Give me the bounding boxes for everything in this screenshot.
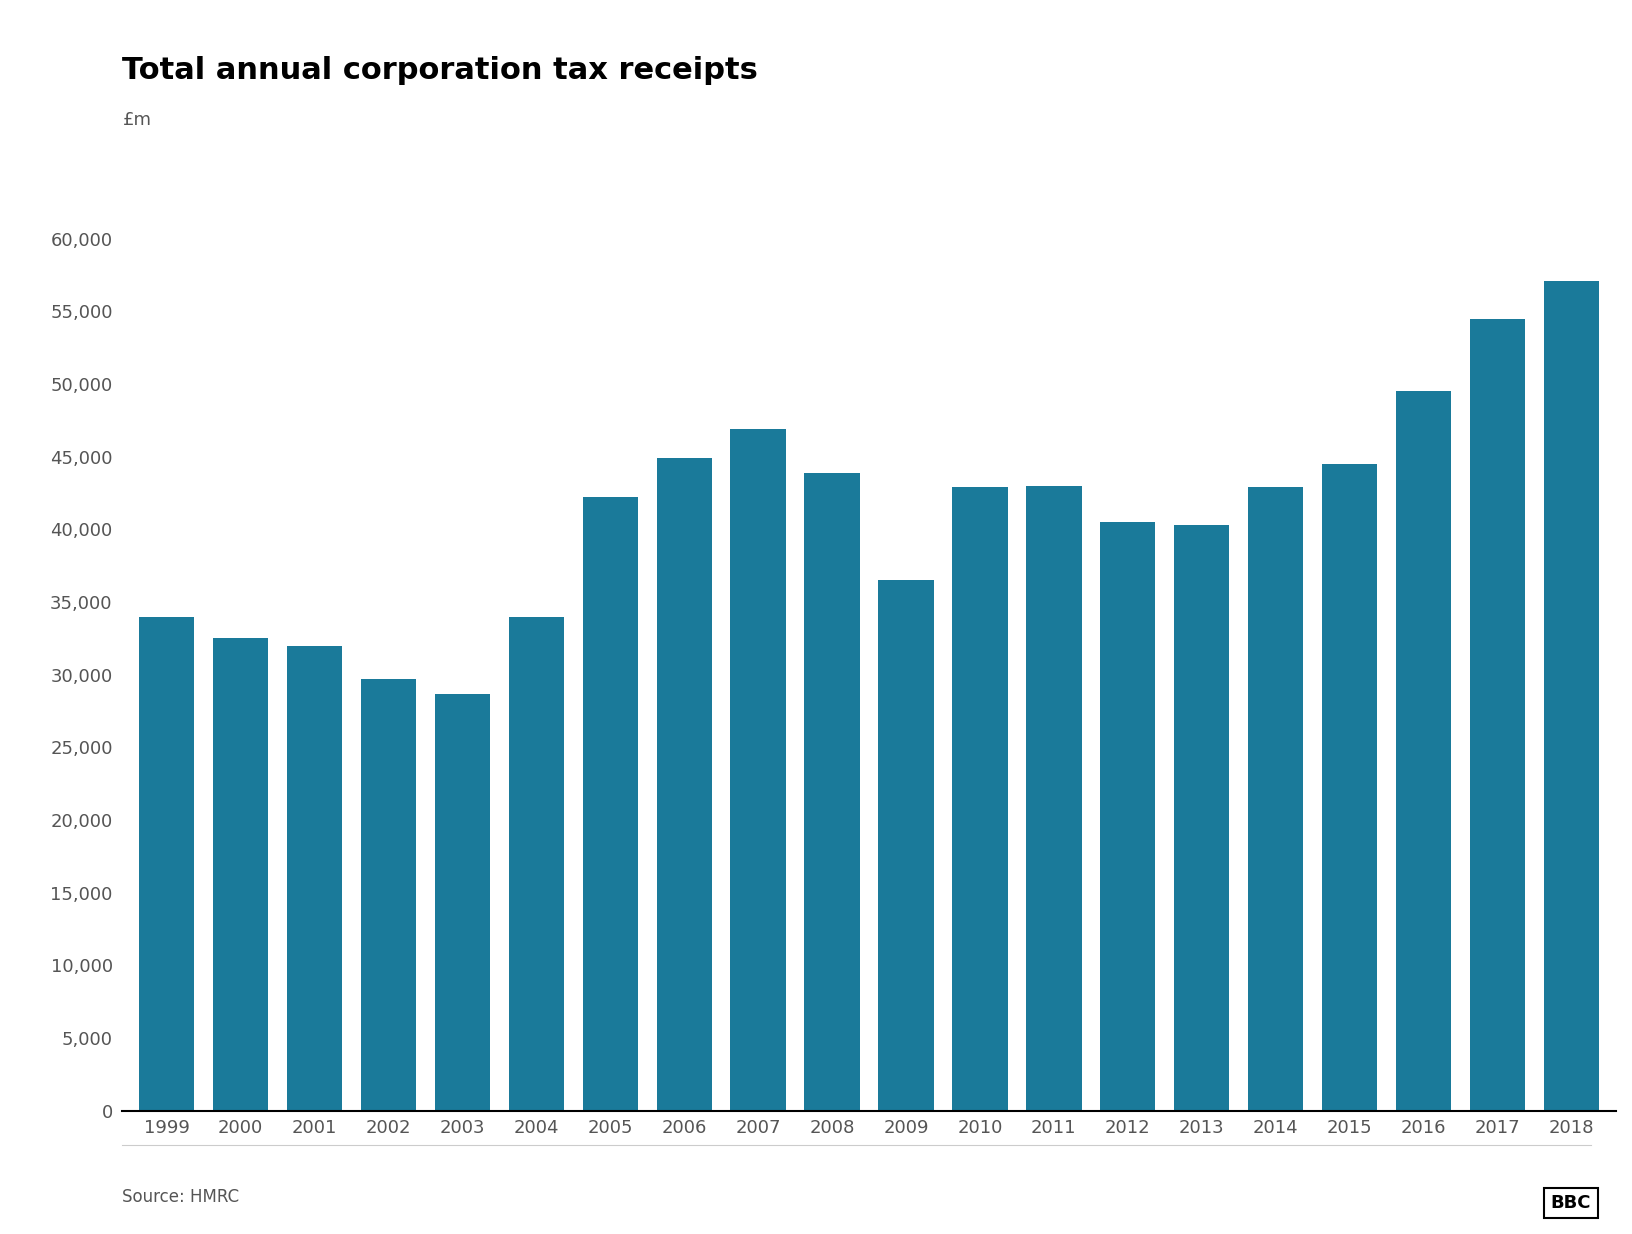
Text: Total annual corporation tax receipts: Total annual corporation tax receipts xyxy=(122,56,759,85)
Text: Source: HMRC: Source: HMRC xyxy=(122,1188,240,1206)
Bar xyxy=(139,617,194,1111)
Bar xyxy=(1100,522,1155,1111)
Bar xyxy=(509,617,565,1111)
Bar xyxy=(434,694,490,1111)
Bar xyxy=(583,497,638,1111)
Bar xyxy=(878,580,934,1111)
Text: £m: £m xyxy=(122,111,152,130)
Bar xyxy=(731,429,787,1111)
Bar xyxy=(1395,391,1451,1111)
Bar xyxy=(1027,486,1082,1111)
Bar xyxy=(1544,281,1599,1111)
Bar xyxy=(361,679,416,1111)
Bar xyxy=(1248,487,1304,1111)
Bar xyxy=(1470,318,1526,1111)
Bar xyxy=(287,645,343,1111)
Text: BBC: BBC xyxy=(1550,1195,1591,1212)
Bar xyxy=(656,458,712,1111)
Bar xyxy=(951,487,1007,1111)
Bar xyxy=(1322,464,1377,1111)
Bar xyxy=(1173,526,1229,1111)
Bar xyxy=(805,473,860,1111)
Bar xyxy=(212,638,268,1111)
